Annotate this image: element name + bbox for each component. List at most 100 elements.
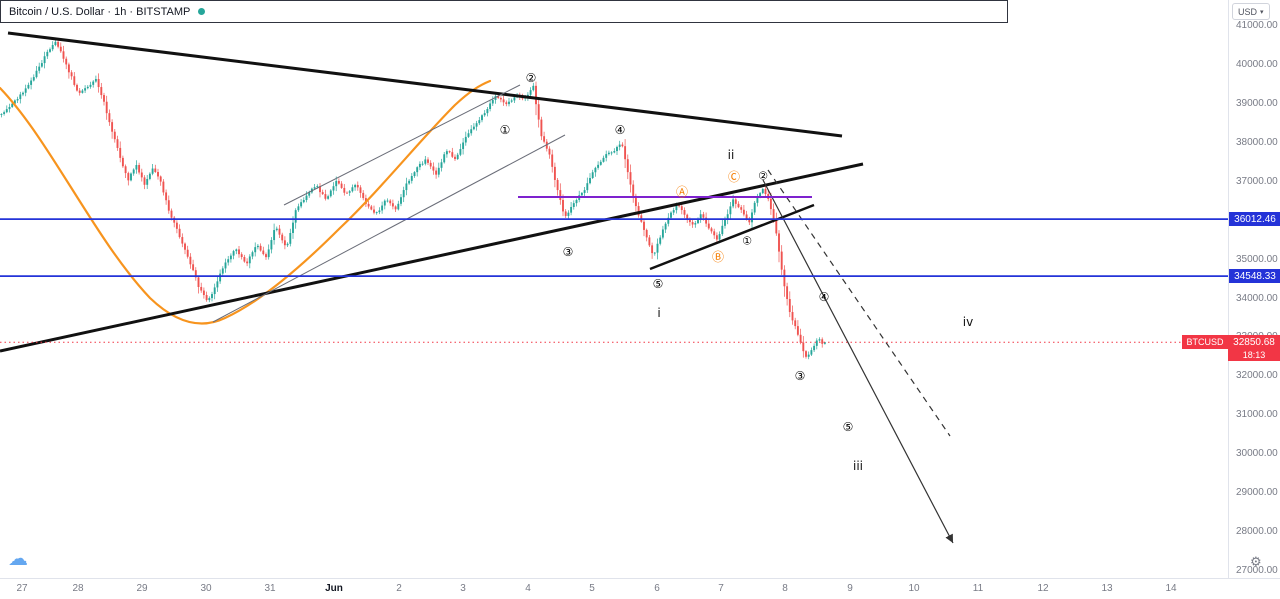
candle-body xyxy=(243,257,246,262)
candle-body xyxy=(351,187,354,192)
candle-body xyxy=(229,255,232,260)
candle-body xyxy=(30,80,33,85)
candle-body xyxy=(362,192,365,199)
upper-trendline[interactable] xyxy=(7,31,843,138)
candle-body xyxy=(40,63,43,67)
candle-body xyxy=(67,64,70,73)
candle-body xyxy=(481,115,483,121)
candle-body xyxy=(478,120,481,124)
candle-body xyxy=(246,261,249,264)
candle-body xyxy=(680,206,683,211)
candle-body xyxy=(219,273,222,282)
price-axis[interactable]: 41000.00 40000.00 39000.00 38000.00 37000.00… xyxy=(1228,0,1280,578)
candle-body xyxy=(116,139,119,148)
candle-body xyxy=(232,251,235,256)
price-tick-label: 38000.00 xyxy=(1236,136,1278,148)
candle-body xyxy=(726,214,729,220)
candle-body xyxy=(683,210,686,215)
candle-body xyxy=(273,230,276,241)
time-axis-label: 10 xyxy=(908,583,920,594)
candle-body xyxy=(543,136,546,142)
time-axis-label: 31 xyxy=(264,583,276,594)
time-axis-label: 12 xyxy=(1037,583,1049,594)
price-tick-label: 31000.00 xyxy=(1236,409,1278,421)
orange-ma-curve[interactable] xyxy=(0,79,492,325)
candle-body xyxy=(529,90,532,95)
price-tick-label: 34000.00 xyxy=(1236,292,1278,304)
candle-body xyxy=(397,203,400,210)
candle-body xyxy=(213,287,216,295)
projection-arrow-line[interactable] xyxy=(762,179,954,544)
gear-icon[interactable]: ⚙ xyxy=(1250,555,1262,570)
candle-body xyxy=(178,228,181,238)
lower-trendline[interactable] xyxy=(0,162,864,353)
currency-dropdown[interactable]: USD ▾ xyxy=(1232,3,1270,20)
candle-body xyxy=(354,184,357,188)
candle-body xyxy=(370,206,373,210)
time-axis-label: 27 xyxy=(16,583,28,594)
candle-body xyxy=(22,92,24,95)
candle-body xyxy=(699,214,702,219)
candle-body xyxy=(418,163,421,168)
candle-body xyxy=(443,154,446,163)
candle-body xyxy=(513,97,516,101)
candle-body xyxy=(202,290,205,296)
candle-body xyxy=(70,72,73,77)
symbol-legend[interactable]: Bitcoin / U.S. Dollar · 1h · BITSTAMP xyxy=(0,0,1008,23)
candle-body xyxy=(289,233,292,244)
candle-body xyxy=(94,79,97,82)
channel-upper-line[interactable] xyxy=(283,84,521,206)
chart-canvas[interactable]: ① ② ③ ④ ⑤ i ii Ⓐ Ⓑ Ⓒ ① ② ③ ④ ⑤ iii iv Bitcoin / U.S. Dol… xyxy=(0,0,1228,578)
candle-body xyxy=(97,79,100,88)
candle-body xyxy=(551,154,554,167)
candle-body xyxy=(624,146,627,160)
candle-body xyxy=(165,192,168,201)
candle-body xyxy=(281,234,284,241)
candle-body xyxy=(764,188,767,195)
candle-body xyxy=(221,268,224,274)
candle-body xyxy=(227,259,230,263)
candle-body xyxy=(508,101,510,105)
candlestick-series xyxy=(0,38,826,360)
candle-body xyxy=(705,217,708,224)
candle-body xyxy=(308,192,311,196)
projection-dashed-line[interactable] xyxy=(767,169,951,437)
candle-body xyxy=(151,168,154,174)
candle-body xyxy=(540,119,543,137)
candle-body xyxy=(162,181,165,193)
candle-body xyxy=(802,342,805,352)
candle-body xyxy=(413,172,416,177)
time-axis-label: 5 xyxy=(589,583,595,594)
channel-lower-line[interactable] xyxy=(212,134,566,323)
candle-body xyxy=(300,202,303,207)
candle-body xyxy=(283,240,286,246)
candle-body xyxy=(429,162,432,167)
candle-body xyxy=(205,295,208,301)
candle-body xyxy=(391,203,394,207)
cloud-sync-icon[interactable]: ☁ xyxy=(8,546,28,570)
candle-body xyxy=(643,221,645,230)
candle-body xyxy=(167,200,170,211)
price-tick-label: 28000.00 xyxy=(1236,526,1278,538)
candle-body xyxy=(35,70,38,78)
candle-body xyxy=(297,206,300,211)
candle-body xyxy=(737,203,740,208)
candle-body xyxy=(459,149,462,155)
candle-body xyxy=(294,210,297,223)
inner-trendline[interactable] xyxy=(649,203,815,271)
candle-body xyxy=(580,192,583,196)
candle-body xyxy=(73,76,76,85)
candle-body xyxy=(386,200,389,202)
candle-body xyxy=(435,170,438,175)
candle-body xyxy=(486,108,489,114)
candle-body xyxy=(586,183,589,191)
candle-body xyxy=(818,339,821,341)
candle-body xyxy=(8,106,11,110)
candle-body xyxy=(494,96,497,100)
time-axis-label: 4 xyxy=(525,583,531,594)
candle-body xyxy=(86,86,89,89)
candle-body xyxy=(265,254,267,258)
time-axis[interactable]: 27 28 29 30 31 Jun 2 3 4 5 6 7 8 9 10 11 12 13 14 xyxy=(0,578,1280,599)
candle-body xyxy=(532,85,535,91)
candle-body xyxy=(621,144,624,147)
